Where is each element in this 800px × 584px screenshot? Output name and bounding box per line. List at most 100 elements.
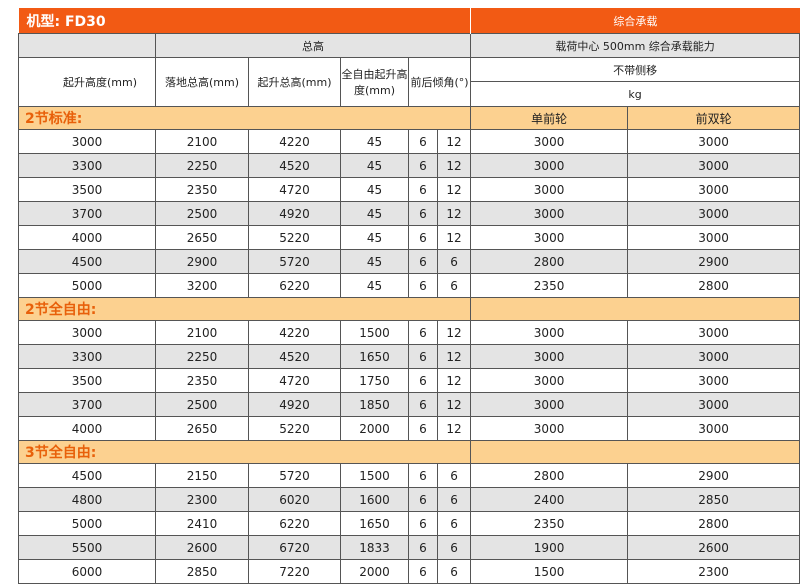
table-cell: 3700 bbox=[18, 392, 156, 417]
table-cell: 6220 bbox=[248, 511, 341, 536]
table-cell: 45 bbox=[340, 201, 409, 226]
table-cell: 2410 bbox=[155, 511, 249, 536]
table-cell: 6 bbox=[408, 511, 438, 536]
table-cell: 1600 bbox=[340, 487, 409, 512]
table-cell: 1650 bbox=[340, 511, 409, 536]
table-row: 3000 2100 4220 45 6 12 3000 3000 bbox=[18, 129, 800, 154]
table-cell: 2800 bbox=[470, 463, 629, 488]
table-cell: 2350 bbox=[470, 511, 629, 536]
table-row: 3700 2500 4920 1850 6 12 3000 3000 bbox=[18, 392, 800, 417]
model-title: 机型: FD30 bbox=[18, 8, 472, 34]
table-cell: 2900 bbox=[627, 463, 800, 488]
section-header: 3节全自由: bbox=[17, 440, 800, 464]
table-cell: 3000 bbox=[18, 129, 156, 154]
table-cell: 6 bbox=[408, 368, 438, 393]
table-cell: 2400 bbox=[470, 487, 629, 512]
table-cell: 2600 bbox=[627, 535, 800, 560]
table-cell: 6 bbox=[408, 249, 438, 274]
section-title: 2节标准: bbox=[17, 106, 472, 130]
table-cell: 3000 bbox=[470, 177, 629, 202]
table-cell: 2150 bbox=[155, 463, 249, 488]
table-cell: 3000 bbox=[627, 344, 800, 369]
table-cell: 3700 bbox=[18, 201, 156, 226]
table-cell: 3000 bbox=[470, 129, 629, 154]
table-cell: 1500 bbox=[470, 559, 629, 584]
table-row: 3500 2350 4720 45 6 12 3000 3000 bbox=[18, 177, 800, 202]
table-cell: 6 bbox=[408, 416, 438, 441]
table-row: 4800 2300 6020 1600 6 6 2400 2850 bbox=[18, 487, 800, 512]
table-cell: 3500 bbox=[18, 368, 156, 393]
table-cell: 2250 bbox=[155, 153, 249, 178]
table-cell: 3500 bbox=[18, 177, 156, 202]
table-cell: 6 bbox=[408, 392, 438, 417]
table-cell: 3000 bbox=[18, 320, 156, 345]
table-cell: 6 bbox=[408, 559, 438, 584]
table-cell: 6 bbox=[408, 177, 438, 202]
table-cell: 5220 bbox=[248, 225, 341, 250]
section-header: 2节标准: 单前轮 前双轮 bbox=[17, 106, 800, 130]
table-row: 4000 2650 5220 2000 6 12 3000 3000 bbox=[18, 416, 800, 441]
table-cell: 6 bbox=[408, 320, 438, 345]
table-cell: 3000 bbox=[470, 320, 629, 345]
table-cell: 3000 bbox=[470, 416, 629, 441]
table-cell: 12 bbox=[436, 153, 472, 178]
table-cell: 4520 bbox=[248, 344, 341, 369]
dual-front-header: 前双轮 bbox=[627, 106, 800, 130]
table-cell: 6 bbox=[408, 153, 438, 178]
section-filler bbox=[470, 297, 800, 321]
table-cell: 3000 bbox=[470, 368, 629, 393]
table-cell: 2850 bbox=[627, 487, 800, 512]
section-filler bbox=[470, 440, 800, 464]
table-cell: 45 bbox=[340, 249, 409, 274]
table-row: 4500 2150 5720 1500 6 6 2800 2900 bbox=[18, 463, 800, 488]
table-cell: 6220 bbox=[248, 273, 341, 298]
table-cell: 4000 bbox=[18, 225, 156, 250]
table-cell: 45 bbox=[340, 225, 409, 250]
table-cell: 7220 bbox=[248, 559, 341, 584]
table-cell: 45 bbox=[340, 177, 409, 202]
table-cell: 6020 bbox=[248, 487, 341, 512]
table-cell: 6 bbox=[408, 201, 438, 226]
no-side-shift-header: 不带侧移 bbox=[470, 57, 800, 82]
table-cell: 6 bbox=[436, 535, 472, 560]
table-cell: 6 bbox=[408, 225, 438, 250]
table-cell: 12 bbox=[436, 392, 472, 417]
table-cell: 6000 bbox=[18, 559, 156, 584]
table-cell: 2800 bbox=[470, 249, 629, 274]
blank-cell bbox=[18, 33, 156, 58]
table-cell: 4500 bbox=[18, 249, 156, 274]
table-cell: 2350 bbox=[155, 177, 249, 202]
table-cell: 2800 bbox=[627, 273, 800, 298]
section-title: 2节全自由: bbox=[17, 297, 472, 321]
table-cell: 45 bbox=[340, 273, 409, 298]
load-header: 综合承载 bbox=[470, 8, 800, 34]
table-row: 5000 3200 6220 45 6 6 2350 2800 bbox=[18, 273, 800, 298]
col-extended-height: 起升总高(mm) bbox=[248, 57, 341, 107]
table-cell: 1833 bbox=[340, 535, 409, 560]
table-row: 3300 2250 4520 1650 6 12 3000 3000 bbox=[18, 344, 800, 369]
table-cell: 6 bbox=[408, 273, 438, 298]
table-cell: 12 bbox=[436, 320, 472, 345]
table-row: 4000 2650 5220 45 6 12 3000 3000 bbox=[18, 225, 800, 250]
table-cell: 1650 bbox=[340, 344, 409, 369]
table-cell: 3000 bbox=[627, 201, 800, 226]
table-cell: 12 bbox=[436, 201, 472, 226]
table-cell: 6 bbox=[408, 463, 438, 488]
table-cell: 3000 bbox=[470, 153, 629, 178]
table-cell: 2800 bbox=[627, 511, 800, 536]
table-cell: 3300 bbox=[18, 153, 156, 178]
table-cell: 6 bbox=[408, 487, 438, 512]
table-cell: 2650 bbox=[155, 416, 249, 441]
table-cell: 2350 bbox=[470, 273, 629, 298]
table-cell: 2850 bbox=[155, 559, 249, 584]
table-row: 3000 2100 4220 1500 6 12 3000 3000 bbox=[18, 320, 800, 345]
table-cell: 4720 bbox=[248, 368, 341, 393]
table-cell: 12 bbox=[436, 177, 472, 202]
single-front-header: 单前轮 bbox=[470, 106, 629, 130]
table-cell: 2000 bbox=[340, 416, 409, 441]
table-cell: 3000 bbox=[627, 368, 800, 393]
table-cell: 2300 bbox=[627, 559, 800, 584]
table-cell: 3000 bbox=[627, 177, 800, 202]
table-cell: 6 bbox=[436, 511, 472, 536]
table-cell: 2900 bbox=[627, 249, 800, 274]
